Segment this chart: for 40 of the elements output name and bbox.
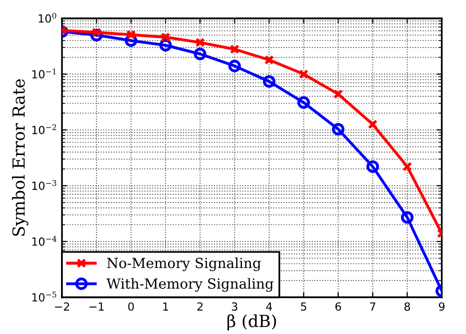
point [333,89,344,99]
x-tick-label: 8 [404,302,410,311]
point [194,48,206,60]
x-tick-label: 4 [266,302,272,311]
point [195,38,205,48]
y-tick-label: 10$^{−4}$ [32,236,56,246]
x-tick-label: 9 [438,302,445,311]
point [159,38,172,52]
legend-label: No-Memory Signaling [107,257,261,272]
point [400,211,414,224]
point [92,28,102,38]
point [402,162,412,172]
legend-label: With-Memory Signaling [106,278,274,292]
x-tick-label: −2 [54,302,70,311]
x-tick-label: 6 [335,302,342,311]
y-tick-label: 10$^{−2}$ [32,124,56,134]
y-axis-title: Symbol Error Rate [12,79,28,236]
x-tick-label: 7 [370,302,376,311]
point [297,96,310,109]
y-tick-label: 10$^{0}$ [38,12,56,23]
point [262,75,276,88]
x-tick-label: 1 [163,302,168,311]
point [230,44,240,54]
point [368,119,378,130]
point [264,55,274,65]
point [126,30,136,40]
point [160,32,170,42]
point [228,60,241,72]
point [298,69,309,80]
x-tick-label: −1 [89,302,104,311]
x-axis-title: β (dB) [227,314,276,330]
y-tick-label: 10$^{−3}$ [32,180,56,190]
x-tick-label: 2 [197,302,203,311]
point [332,122,344,136]
y-tick-label: 10$^{−1}$ [32,68,56,78]
x-tick-label: 5 [300,302,306,311]
point [366,160,379,173]
x-tick-label: 0 [128,302,134,311]
y-tick-label: 10$^{−5}$ [32,292,56,302]
x-tick-label: 3 [232,302,238,311]
